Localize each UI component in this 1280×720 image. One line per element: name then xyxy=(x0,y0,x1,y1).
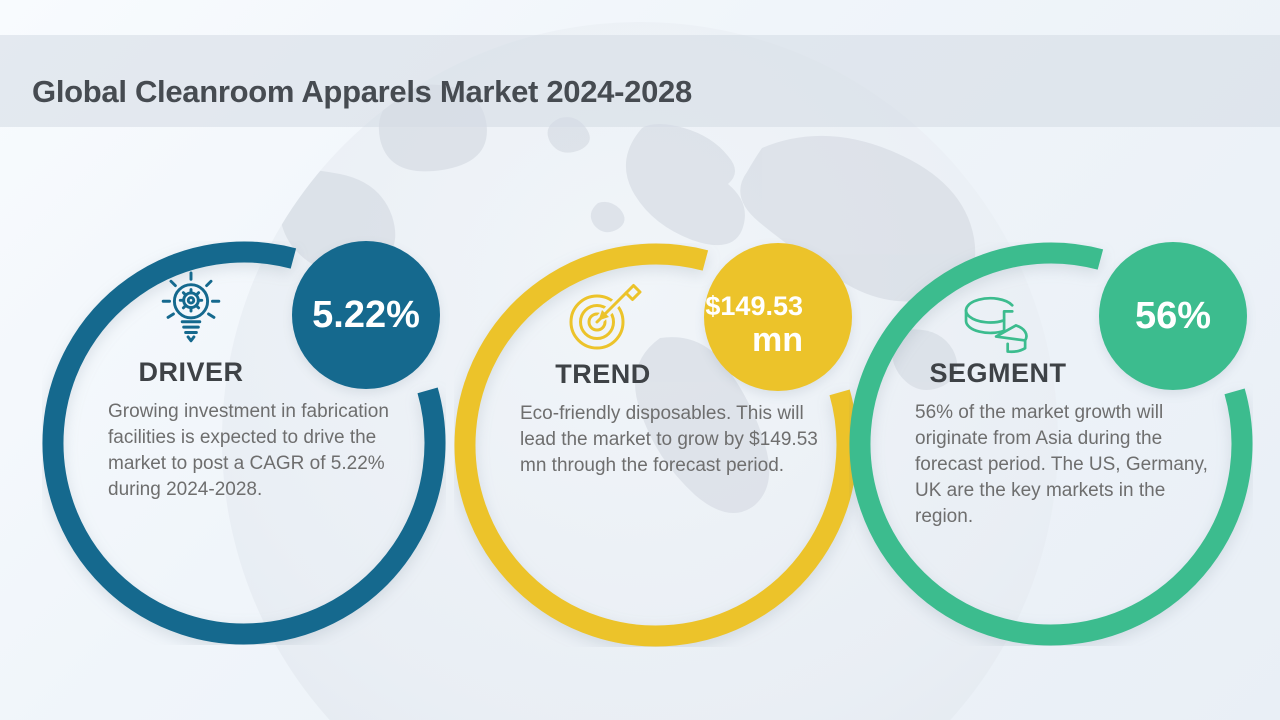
trend-stat-unit: mn xyxy=(752,321,803,359)
segment-description: 56% of the market growth will originate … xyxy=(915,402,1208,527)
segment-stat-value: 56% xyxy=(1134,294,1212,337)
trend-heading: TREND xyxy=(555,359,651,389)
card-driver: DRIVER Growing investment in fabrication… xyxy=(42,241,446,653)
pie-chart-icon xyxy=(964,296,1028,354)
page-title: Global Cleanroom Apparels Market 2024-20… xyxy=(32,74,692,109)
segment-heading: SEGMENT xyxy=(929,358,1067,388)
lightbulb-gear-icon xyxy=(161,271,221,343)
driver-description: Growing investment in fabrication facili… xyxy=(108,401,389,500)
driver-stat-value: 5.22% xyxy=(312,293,420,336)
driver-heading: DRIVER xyxy=(138,357,244,387)
driver-stat-badge: 5.22% xyxy=(292,241,440,389)
target-arrow-icon xyxy=(569,284,642,350)
segment-stat-badge: 56% xyxy=(1099,242,1247,390)
card-segment: SEGMENT 56% of the market growth will or… xyxy=(849,242,1253,654)
card-trend: TREND Eco-friendly disposables. This wil… xyxy=(454,243,858,655)
trend-stat-value: $149.53 xyxy=(705,291,803,321)
trend-stat-badge: $149.53 mn xyxy=(704,243,852,391)
trend-description: Eco-friendly disposables. This will lead… xyxy=(520,403,818,476)
